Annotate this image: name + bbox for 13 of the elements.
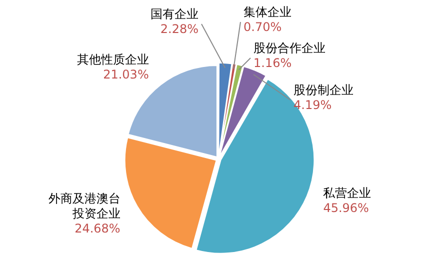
- slice-label: 国有企业: [150, 7, 198, 22]
- data-label: 2.28%: [160, 22, 198, 36]
- slice-label: 股份合作企业: [254, 41, 326, 56]
- slice-label: 其他性质企业: [76, 52, 149, 67]
- data-label: 45.96%: [323, 200, 369, 215]
- data-label: 1.16%: [254, 56, 292, 70]
- slice-label: 私营企业: [323, 186, 372, 200]
- slice-label: 外商及港澳台投资企业: [48, 192, 120, 221]
- slice-label: 股份制企业: [294, 83, 354, 98]
- data-label: 21.03%: [103, 68, 149, 82]
- data-label: 0.70%: [244, 20, 282, 34]
- slice-label: 集体企业: [244, 5, 292, 20]
- data-label: 24.68%: [74, 222, 120, 236]
